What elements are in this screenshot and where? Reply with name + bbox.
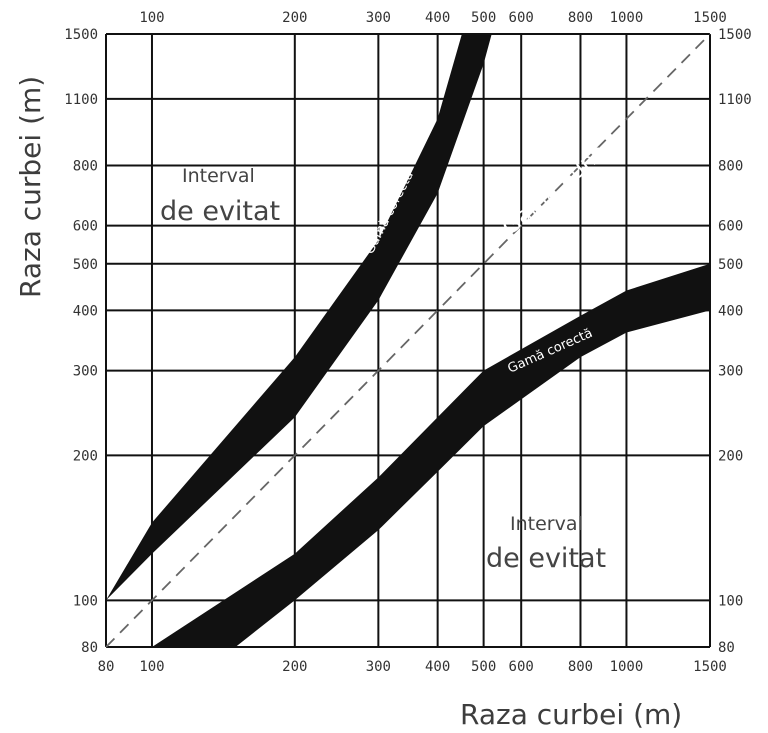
y-tick-right-800: 800 [718, 158, 743, 174]
y-tick-left-600: 600 [73, 219, 98, 235]
y-tick-left-800: 800 [73, 158, 98, 174]
x-tick-bottom-800: 800 [568, 659, 593, 675]
x-tick-bottom-200: 200 [282, 659, 307, 675]
y-tick-left-400: 400 [73, 303, 98, 319]
x-tick-top-200: 200 [282, 10, 307, 26]
y-axis-title: Raza curbei (m) [14, 76, 47, 298]
y-tick-left-200: 200 [73, 448, 98, 464]
x-tick-top-600: 600 [509, 10, 534, 26]
x-tick-bottom-500: 500 [471, 659, 496, 675]
y-tick-right-1100: 1100 [718, 92, 752, 108]
y-tick-right-200: 200 [718, 448, 743, 464]
x-axis-title: Raza curbei (m) [460, 698, 682, 731]
x-tick-top-300: 300 [366, 10, 391, 26]
band-upper [106, 34, 492, 601]
tick-labels: 80 100 200 300 400 500 600 800 1000 1500 100 200 300… [64, 10, 751, 675]
y-tick-left-100: 100 [73, 593, 98, 609]
x-tick-bottom-300: 300 [366, 659, 391, 675]
y-tick-left-80: 80 [81, 640, 98, 656]
y-tick-left-300: 300 [73, 364, 98, 380]
y-tick-right-500: 500 [718, 257, 743, 273]
band-lower [152, 263, 710, 647]
y-tick-right-1500: 1500 [718, 27, 752, 43]
x-tick-bottom-400: 400 [425, 659, 450, 675]
x-tick-bottom-100: 100 [139, 659, 164, 675]
region-lower-label-line2: de evitat [486, 543, 606, 574]
y-tick-right-300: 300 [718, 364, 743, 380]
region-upper-label-line2: de evitat [160, 196, 280, 227]
x-tick-top-1500: 1500 [693, 10, 727, 26]
x-tick-bottom-600: 600 [509, 659, 534, 675]
x-tick-bottom-1500: 1500 [693, 659, 727, 675]
bands [106, 34, 710, 647]
region-upper-label-line1: Interval [182, 165, 255, 187]
y-tick-right-400: 400 [718, 303, 743, 319]
y-tick-left-500: 500 [73, 257, 98, 273]
x-tick-top-400: 400 [425, 10, 450, 26]
x-tick-top-1000: 1000 [610, 10, 644, 26]
y-tick-left-1100: 1100 [64, 92, 98, 108]
x-tick-top-100: 100 [139, 10, 164, 26]
y-tick-right-100: 100 [718, 593, 743, 609]
y-tick-right-80: 80 [718, 640, 735, 656]
x-tick-bottom-80: 80 [98, 659, 115, 675]
y-tick-right-600: 600 [718, 219, 743, 235]
y-tick-left-1500: 1500 [64, 27, 98, 43]
x-tick-top-800: 800 [568, 10, 593, 26]
diagonal-good-range-line [105, 33, 711, 648]
x-tick-top-500: 500 [471, 10, 496, 26]
region-lower-label-line1: Interval [510, 513, 583, 535]
x-tick-bottom-1000: 1000 [610, 659, 644, 675]
